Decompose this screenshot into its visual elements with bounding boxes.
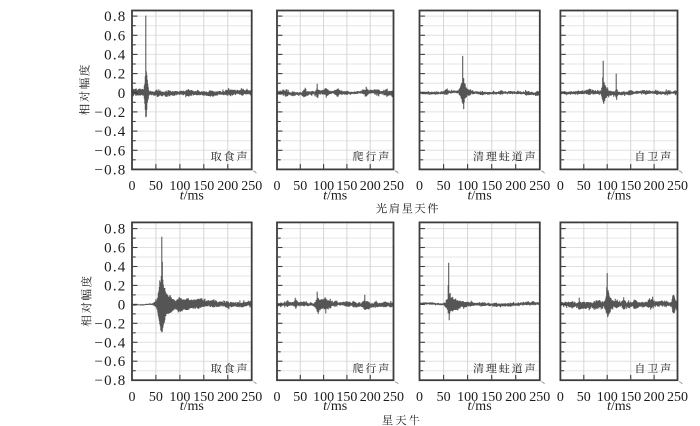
svg-text:t/ms: t/ms: [468, 399, 492, 414]
svg-text:200: 200: [505, 179, 526, 194]
svg-text:0: 0: [416, 179, 423, 194]
svg-text:150: 150: [336, 179, 357, 194]
svg-text:200: 200: [217, 179, 238, 194]
svg-text:50: 50: [577, 179, 591, 194]
svg-text:250: 250: [529, 390, 550, 405]
svg-text:0: 0: [129, 179, 136, 194]
svg-text:200: 200: [644, 390, 665, 405]
svg-text:250: 250: [383, 390, 404, 405]
svg-text:100: 100: [169, 179, 190, 194]
svg-text:100: 100: [597, 390, 618, 405]
svg-text:t/ms: t/ms: [468, 188, 492, 203]
svg-text:250: 250: [529, 179, 550, 194]
svg-text:t/ms: t/ms: [607, 188, 631, 203]
svg-text:200: 200: [217, 390, 238, 405]
svg-text:−0.4: −0.4: [94, 124, 126, 140]
svg-text:150: 150: [481, 390, 502, 405]
svg-text:150: 150: [481, 179, 502, 194]
svg-text:t/ms: t/ms: [180, 188, 204, 203]
svg-text:0.4: 0.4: [104, 47, 126, 63]
svg-text:−0.2: −0.2: [94, 316, 126, 332]
svg-text:150: 150: [193, 390, 214, 405]
svg-text:0.2: 0.2: [104, 278, 126, 294]
svg-text:0: 0: [129, 390, 136, 405]
svg-text:100: 100: [597, 179, 618, 194]
svg-text:t/ms: t/ms: [607, 399, 631, 414]
svg-text:150: 150: [336, 390, 357, 405]
svg-text:0: 0: [416, 390, 423, 405]
svg-text:50: 50: [293, 390, 307, 405]
svg-text:−0.6: −0.6: [94, 354, 126, 370]
svg-text:0: 0: [118, 297, 127, 313]
svg-text:0: 0: [274, 390, 281, 405]
svg-text:−0.2: −0.2: [94, 105, 126, 121]
svg-text:200: 200: [644, 179, 665, 194]
svg-text:−0.8: −0.8: [94, 373, 126, 389]
svg-text:150: 150: [620, 179, 641, 194]
svg-text:t/ms: t/ms: [323, 399, 347, 414]
svg-text:50: 50: [437, 390, 451, 405]
svg-text:0.8: 0.8: [104, 9, 126, 25]
svg-text:200: 200: [360, 179, 381, 194]
svg-text:0.6: 0.6: [104, 241, 126, 257]
svg-text:100: 100: [313, 179, 334, 194]
svg-text:100: 100: [169, 390, 190, 405]
svg-text:150: 150: [620, 390, 641, 405]
svg-text:0: 0: [118, 86, 127, 102]
svg-text:0: 0: [274, 179, 281, 194]
svg-text:250: 250: [241, 390, 262, 405]
svg-text:200: 200: [505, 390, 526, 405]
svg-text:100: 100: [457, 390, 478, 405]
svg-text:0: 0: [557, 179, 564, 194]
svg-text:0.4: 0.4: [104, 260, 126, 276]
svg-text:200: 200: [360, 390, 381, 405]
svg-text:50: 50: [293, 179, 307, 194]
svg-text:250: 250: [667, 390, 688, 405]
svg-text:0: 0: [557, 390, 564, 405]
svg-text:50: 50: [437, 179, 451, 194]
svg-text:100: 100: [313, 390, 334, 405]
svg-text:t/ms: t/ms: [323, 188, 347, 203]
svg-text:t/ms: t/ms: [180, 399, 204, 414]
svg-text:0.8: 0.8: [104, 222, 126, 238]
svg-text:250: 250: [383, 179, 404, 194]
svg-text:−0.8: −0.8: [94, 162, 126, 178]
svg-text:0.6: 0.6: [104, 28, 126, 44]
svg-text:100: 100: [457, 179, 478, 194]
svg-text:50: 50: [577, 390, 591, 405]
svg-text:150: 150: [193, 179, 214, 194]
svg-text:250: 250: [667, 179, 688, 194]
svg-text:250: 250: [241, 179, 262, 194]
svg-text:−0.6: −0.6: [94, 143, 126, 159]
svg-text:50: 50: [149, 390, 163, 405]
svg-text:0.2: 0.2: [104, 67, 126, 83]
svg-text:50: 50: [149, 179, 163, 194]
svg-text:−0.4: −0.4: [94, 335, 126, 351]
